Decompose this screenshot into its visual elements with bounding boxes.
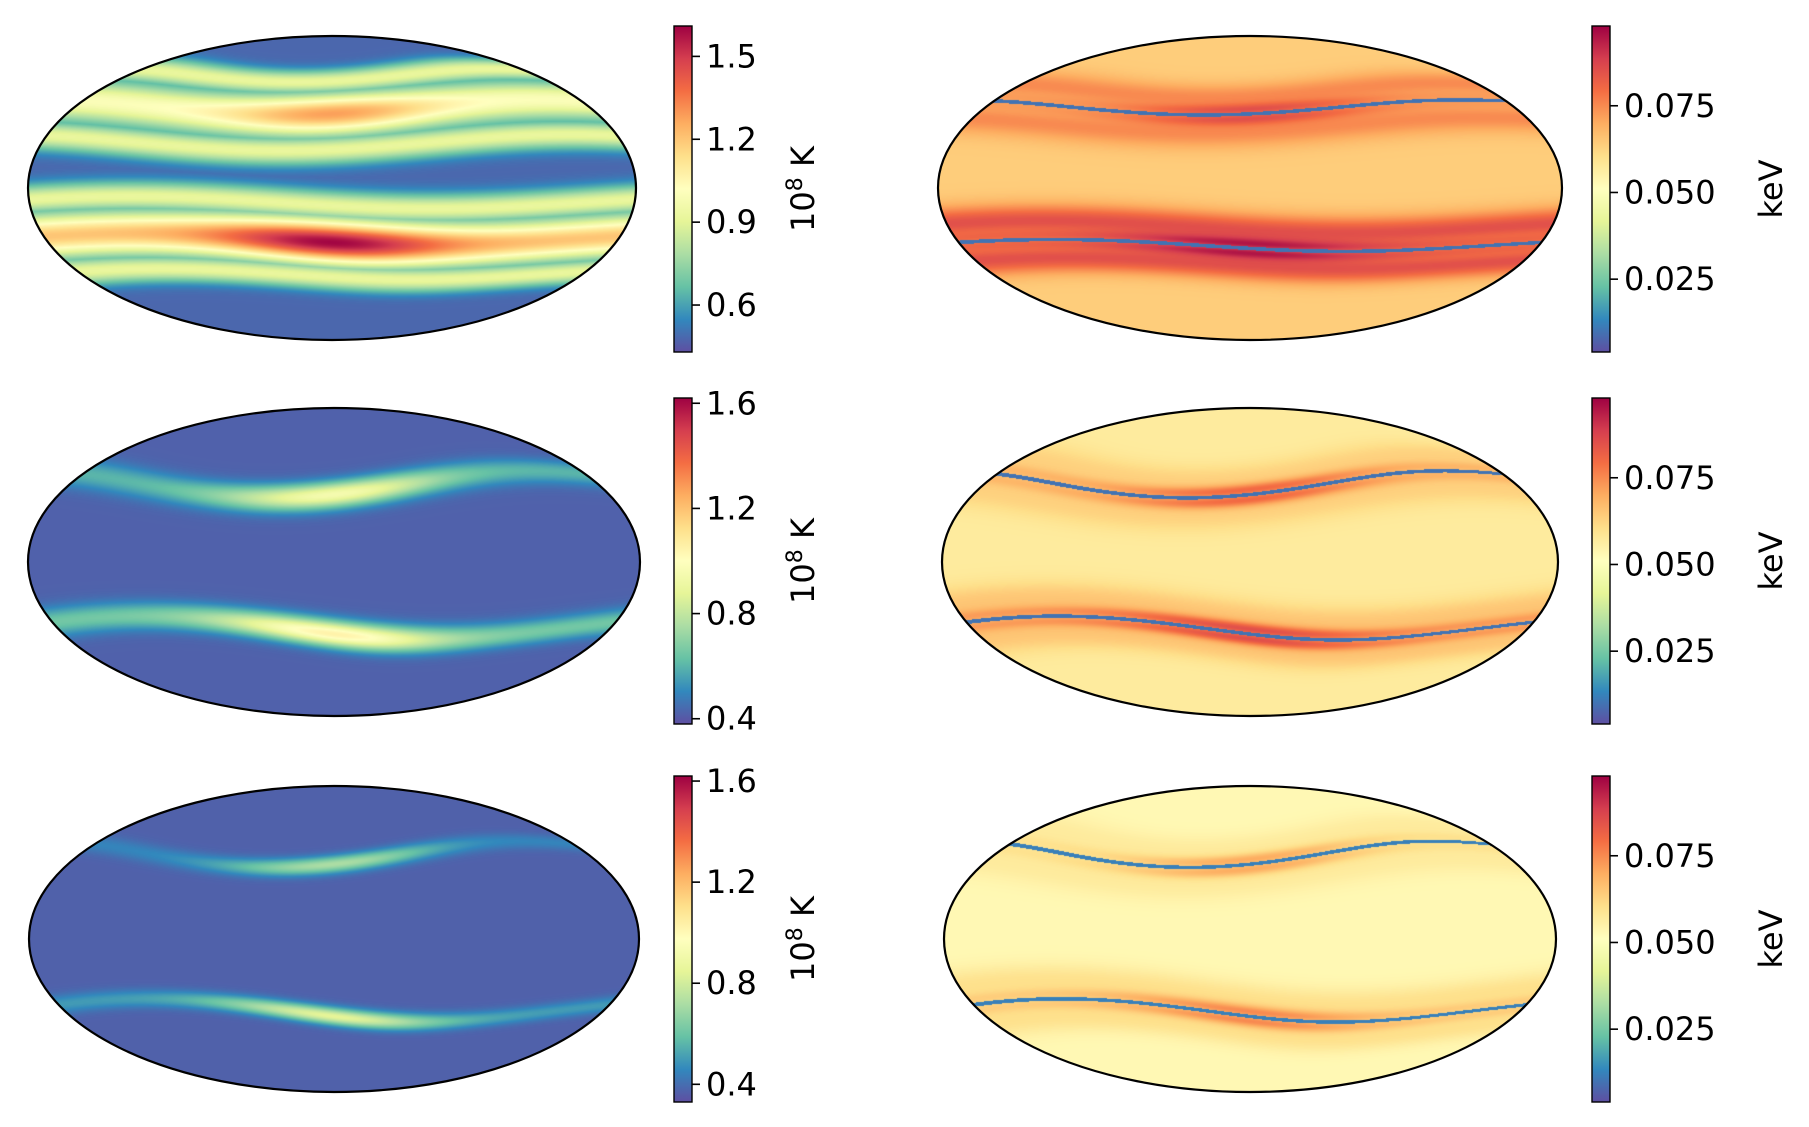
colorbar-tick-label: 1.2: [706, 120, 757, 158]
colorbar-bar: [673, 25, 693, 353]
colorbar-tick-label: 1.5: [706, 37, 757, 75]
colorbar-tick-label: 0.8: [706, 595, 757, 633]
colorbar-tick-label: 0.050: [1624, 923, 1716, 961]
map-outline: [940, 406, 1560, 718]
colorbar-tick-label: 0.025: [1624, 1010, 1716, 1048]
colorbar: 0.025 0.050 0.075 keV: [1591, 775, 1790, 1103]
colorbar: 0.025 0.050 0.075 keV: [1591, 397, 1790, 725]
colorbar-bar: [673, 397, 693, 725]
map-image: [28, 408, 640, 716]
panel-3-left: 0.4 0.8 1.2 1.6 108 K: [27, 762, 822, 1103]
colorbar-tick-label: 0.8: [706, 964, 757, 1002]
colorbar-label: 108 K: [783, 895, 822, 982]
colorbar-bar: [673, 775, 693, 1103]
colorbar-tick-label: 1.6: [706, 384, 757, 422]
map-outline: [27, 784, 641, 1094]
colorbar-tick-label: 0.6: [706, 286, 757, 324]
colorbar-tick-label: 0.050: [1624, 173, 1716, 211]
panel-3-right: 0.025 0.050 0.075 keV: [942, 775, 1790, 1103]
colorbar: 0.025 0.050 0.075 keV: [1591, 25, 1790, 353]
map-image: [28, 36, 636, 340]
map-image: [942, 408, 1558, 716]
colorbar-bar: [1591, 25, 1611, 353]
map-outline: [26, 406, 642, 718]
map-image: [938, 36, 1562, 340]
colorbar-tick-label: 0.075: [1624, 459, 1716, 497]
colorbar-tick-label: 0.050: [1624, 545, 1716, 583]
colorbar-tick-label: 1.2: [706, 863, 757, 901]
colorbar: 0.6 0.9 1.2 1.5 108 K: [673, 25, 822, 353]
panel-2-left: 0.4 0.8 1.2 1.6 108 K: [26, 384, 822, 738]
colorbar-label: keV: [1752, 531, 1790, 590]
colorbar-label: 108 K: [783, 145, 822, 232]
colorbar-label: keV: [1752, 159, 1790, 218]
colorbar-bar: [1591, 775, 1611, 1103]
colorbar-tick-label: 1.2: [706, 489, 757, 527]
map-image: [29, 786, 639, 1092]
colorbar-tick-label: 0.4: [706, 1065, 757, 1103]
map-outline: [936, 34, 1564, 342]
colorbar-tick-label: 0.025: [1624, 632, 1716, 670]
map-outline: [942, 784, 1558, 1094]
colorbar: 0.4 0.8 1.2 1.6 108 K: [673, 384, 822, 738]
colorbar-tick-label: 0.4: [706, 700, 757, 738]
panel-1-left: 0.6 0.9 1.2 1.5 108 K: [26, 25, 822, 353]
map-image: [944, 786, 1556, 1092]
colorbar-label: 108 K: [783, 517, 822, 604]
colorbar-label: keV: [1752, 909, 1790, 968]
colorbar-tick-label: 0.025: [1624, 260, 1716, 298]
colorbar-tick-label: 0.075: [1624, 87, 1716, 125]
panel-2-right: 0.025 0.050 0.075 keV: [940, 397, 1790, 725]
map-outline: [26, 34, 638, 342]
panel-1-right: 0.025 0.050 0.075 keV: [936, 25, 1790, 353]
colorbar-tick-label: 0.075: [1624, 837, 1716, 875]
colorbar-tick-label: 0.9: [706, 203, 757, 241]
colorbar-tick-label: 1.6: [706, 762, 757, 800]
colorbar: 0.4 0.8 1.2 1.6 108 K: [673, 762, 822, 1103]
colorbar-bar: [1591, 397, 1611, 725]
